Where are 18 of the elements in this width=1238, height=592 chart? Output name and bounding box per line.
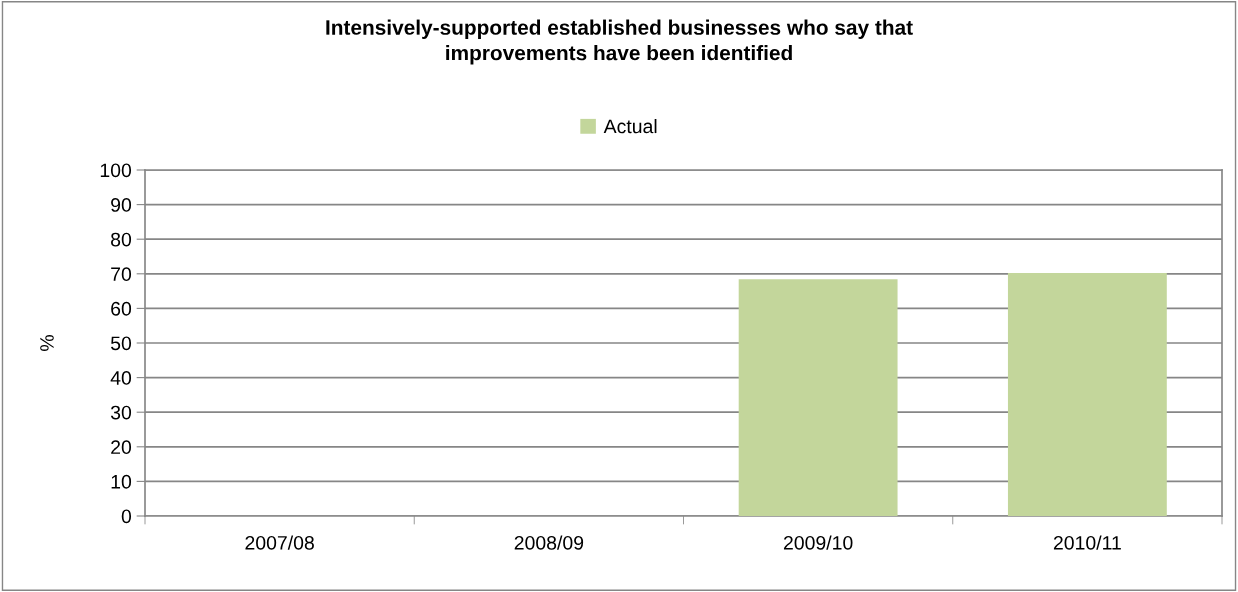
y-tick-label: 70 — [111, 267, 132, 282]
x-tick-label: 2010/11 — [1053, 535, 1121, 550]
y-tick-label: 80 — [111, 232, 132, 247]
y-tick-label: 50 — [110, 336, 132, 351]
y-tick-label: 90 — [111, 198, 132, 212]
y-tick-label: 100 — [100, 163, 132, 178]
y-tick-label: 20 — [111, 440, 132, 455]
x-tick-label: 2008/09 — [514, 535, 584, 550]
y-tick-label: 0 — [121, 509, 132, 524]
y-tick-label: 10 — [111, 474, 132, 489]
x-tick-label: 2007/08 — [245, 535, 314, 550]
y-tick-label: 40 — [110, 371, 132, 385]
y-tick-label: 30 — [110, 405, 132, 420]
x-tick-label: 2009/10 — [783, 535, 853, 550]
chart-title: Intensively-supported established businesses who say that improvements have been identified — [326, 19, 913, 65]
legend-label: Actual — [603, 118, 657, 134]
y-tick-label: 60 — [111, 301, 132, 316]
y-axis-title: % — [40, 335, 54, 351]
